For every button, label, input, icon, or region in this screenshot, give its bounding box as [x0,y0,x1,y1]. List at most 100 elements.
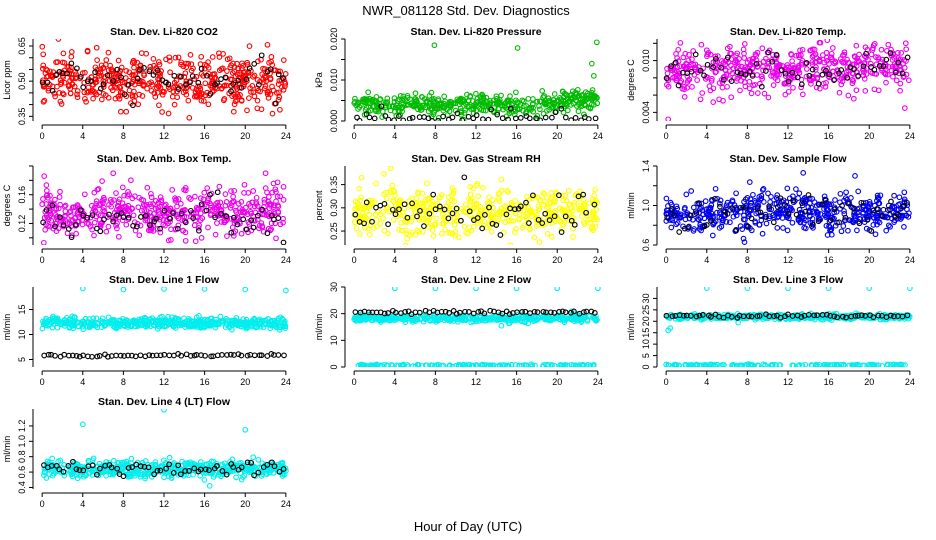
data-point-all [470,106,477,112]
panel-title: Stan. Dev. Sample Flow [729,153,847,165]
data-point-all [382,189,389,196]
data-point-all [504,97,511,104]
data-point-all [129,195,136,202]
data-point-all [63,314,70,321]
data-point-outlier [280,57,287,63]
data-point-all [470,205,476,212]
data-point-all [488,228,495,235]
data-point-all [366,231,373,238]
data-point-all [209,85,215,91]
data-point-all [712,69,719,76]
data-point-black [688,68,695,75]
data-point-all [236,84,243,91]
data-point-all [43,315,50,322]
data-point-all [852,54,858,60]
data-point-all [723,72,730,78]
data-point-black [728,78,735,84]
data-point-all [96,73,102,79]
data-point-all [372,211,379,218]
data-point-all [493,95,500,102]
x-tick-label: 16 [200,377,210,387]
y-tick-label: 5 [17,357,27,362]
data-point-low [483,362,490,367]
data-point-black [450,308,457,314]
data-point-black [240,216,247,223]
data-point-all [53,206,59,213]
data-point-black [503,308,510,315]
data-point-black [404,214,411,221]
data-point-all [248,89,254,95]
data-point-all [866,201,873,207]
data-point-all [66,82,73,89]
data-point-black [224,352,230,358]
data-point-all [136,318,142,325]
x-tick-label: 20 [240,377,250,387]
data-point-all [61,320,67,327]
data-point-black [734,69,741,76]
data-point-black [130,222,136,229]
data-point-all [221,82,228,89]
data-point-all [148,190,154,197]
data-point-all [741,239,748,245]
data-point-black [218,210,224,217]
data-point-black [785,210,792,217]
data-point-all [744,209,751,216]
data-point-all [361,216,368,223]
data-point-all [394,312,400,319]
data-point-black [562,114,569,121]
data-point-all [685,77,692,84]
data-point-black [130,102,136,109]
data-point-all [168,237,174,243]
data-point-black [68,60,75,67]
x-tick-label: 20 [240,255,250,265]
data-point-black [475,309,482,315]
data-point-black [234,221,241,228]
data-point-all [540,201,547,208]
data-point-black [556,192,562,199]
data-point-all [746,78,753,85]
data-point-all [856,51,862,58]
data-point-all [458,99,465,106]
data-point-all [237,92,243,98]
data-point-low [572,362,579,367]
data-point-all [85,319,91,325]
x-tick-label: 16 [824,255,834,265]
data-point-black [401,201,408,208]
data-point-all [462,312,469,319]
data-point-black [713,55,719,62]
data-point-all [770,51,776,58]
data-point-all [812,66,819,73]
data-point-all [58,217,64,224]
data-point-all [93,44,100,51]
data-point-all [114,225,120,232]
y-axis-label: ml/min [314,314,324,341]
x-tick-label: 0 [40,131,45,141]
data-point-black [352,211,359,218]
data-point-all [237,71,244,78]
data-point-all [221,83,227,89]
data-point-all [897,216,904,222]
data-point-all [222,318,229,324]
data-point-black [43,207,50,213]
data-point-black [539,220,546,226]
data-point-outlier [554,287,561,292]
data-point-black [668,63,674,69]
data-point-black [540,308,547,315]
data-point-all [96,202,103,209]
data-point-low [551,363,558,367]
y-axis-label: degrees C [2,184,12,226]
data-point-all [575,108,582,115]
data-point-black [522,308,529,315]
data-point-all [274,193,281,200]
data-point-all [568,102,574,108]
data-point-all [82,95,88,102]
data-point-black [778,67,785,73]
data-point-all [894,206,900,213]
data-point-all [891,192,897,199]
data-point-all [151,62,157,69]
y-tick-label: 0.020 [329,28,339,51]
data-point-all [466,315,473,322]
data-point-black [710,64,717,71]
data-point-black [571,221,578,228]
